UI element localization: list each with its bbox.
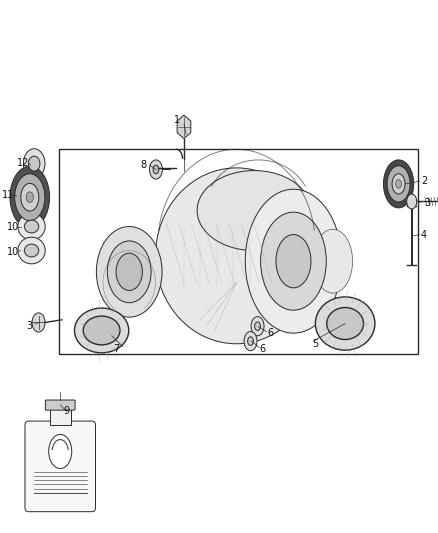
Text: 10: 10 bbox=[7, 247, 19, 256]
Ellipse shape bbox=[32, 313, 45, 332]
Bar bbox=[59, 149, 418, 354]
Text: 8: 8 bbox=[141, 160, 147, 170]
Ellipse shape bbox=[83, 316, 120, 345]
FancyBboxPatch shape bbox=[25, 421, 95, 512]
Ellipse shape bbox=[153, 165, 159, 174]
Text: 2: 2 bbox=[421, 176, 427, 186]
Text: 3: 3 bbox=[424, 198, 430, 207]
Ellipse shape bbox=[383, 160, 414, 208]
Ellipse shape bbox=[155, 168, 318, 344]
Text: 9: 9 bbox=[64, 407, 70, 416]
Ellipse shape bbox=[247, 337, 254, 345]
Text: 7: 7 bbox=[113, 344, 119, 354]
Text: 12: 12 bbox=[17, 158, 29, 167]
Ellipse shape bbox=[392, 174, 405, 194]
Ellipse shape bbox=[74, 308, 129, 353]
Text: 4: 4 bbox=[421, 230, 427, 239]
Ellipse shape bbox=[254, 322, 261, 330]
Text: 5: 5 bbox=[312, 339, 318, 349]
FancyBboxPatch shape bbox=[46, 400, 75, 410]
Text: 11: 11 bbox=[2, 190, 14, 199]
Ellipse shape bbox=[313, 229, 353, 293]
Ellipse shape bbox=[18, 237, 45, 264]
Polygon shape bbox=[177, 115, 191, 139]
Ellipse shape bbox=[406, 194, 417, 209]
Text: 6: 6 bbox=[268, 328, 274, 338]
Bar bbox=[50, 405, 71, 425]
Ellipse shape bbox=[261, 212, 326, 310]
Ellipse shape bbox=[28, 156, 40, 171]
Ellipse shape bbox=[23, 149, 45, 179]
Ellipse shape bbox=[96, 227, 162, 317]
Ellipse shape bbox=[26, 192, 33, 203]
Ellipse shape bbox=[25, 220, 39, 233]
Ellipse shape bbox=[244, 332, 257, 351]
Ellipse shape bbox=[245, 189, 342, 333]
Ellipse shape bbox=[49, 434, 72, 469]
Ellipse shape bbox=[276, 235, 311, 288]
Ellipse shape bbox=[25, 244, 39, 257]
Ellipse shape bbox=[14, 174, 45, 221]
Text: 1: 1 bbox=[174, 115, 180, 125]
Text: 3: 3 bbox=[27, 321, 33, 331]
Ellipse shape bbox=[18, 213, 45, 240]
Ellipse shape bbox=[21, 183, 39, 211]
Ellipse shape bbox=[107, 241, 151, 303]
Ellipse shape bbox=[197, 171, 311, 251]
Ellipse shape bbox=[396, 180, 402, 188]
Ellipse shape bbox=[251, 317, 264, 336]
Ellipse shape bbox=[387, 166, 410, 202]
Text: 10: 10 bbox=[7, 222, 19, 231]
Ellipse shape bbox=[149, 160, 162, 179]
Text: 6: 6 bbox=[260, 344, 266, 354]
Ellipse shape bbox=[116, 253, 142, 290]
Ellipse shape bbox=[315, 297, 375, 350]
Ellipse shape bbox=[327, 308, 364, 340]
Ellipse shape bbox=[10, 166, 49, 228]
